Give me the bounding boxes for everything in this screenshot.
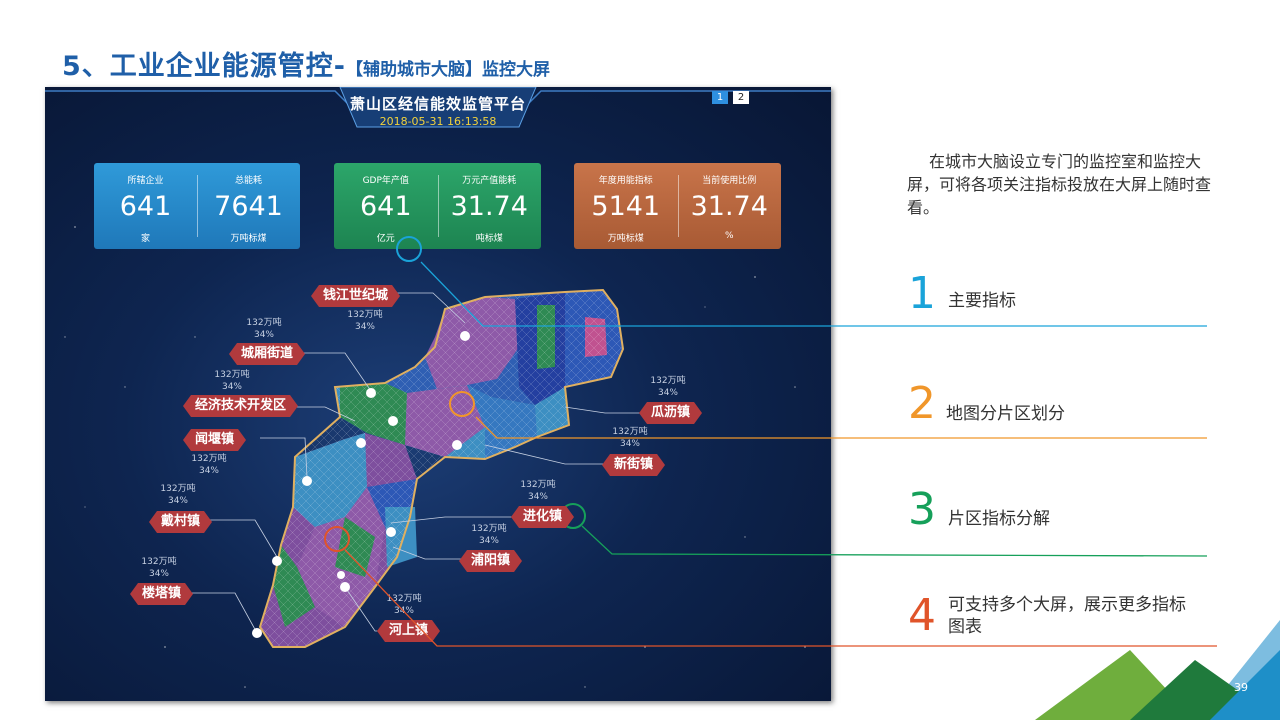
note-text-1: 主要指标: [948, 291, 1016, 311]
district-tag-qianjiang[interactable]: 钱江世纪城: [311, 285, 400, 307]
district-map: [190, 236, 645, 648]
stat-label: 总能耗: [234, 176, 262, 186]
stat-unit: 家: [140, 234, 150, 244]
stat-card-enterprise: 所辖企业 641 家 总能耗 7641 万吨标煤: [94, 163, 300, 249]
district-stat-kaifaqu: 132万吨 34%: [214, 370, 250, 392]
map-districts: [258, 288, 625, 648]
header-frame: [45, 87, 831, 128]
district-stat-jinhua: 132万吨 34%: [520, 480, 556, 502]
stat-value: 7641: [214, 191, 283, 222]
starfield-background: [64, 226, 806, 688]
district-stat-puyang: 132万吨 34%: [471, 524, 507, 546]
dashboard-screen: 萧山区经信能效监管平台 2018-05-31 16:13:58 1 2 所辖企业…: [45, 87, 831, 701]
district-stat-wenyan: 132万吨 34%: [191, 454, 227, 476]
district-tag-xinjie[interactable]: 新街镇: [602, 454, 665, 476]
stat-label: 所辖企业: [127, 176, 164, 186]
district-tag-louta[interactable]: 楼塔镇: [130, 583, 193, 605]
stat-value: 31.74: [690, 191, 768, 222]
stat-value: 641: [359, 191, 412, 222]
district-stat-louta: 132万吨 34%: [141, 557, 177, 579]
card-divider: [197, 175, 198, 237]
intro-text: 在城市大脑设立专门的监控室和监控大屏，可将各项关注指标投放在大屏上随时查看。: [907, 152, 1212, 217]
stat-unit: 亿元: [376, 234, 395, 244]
leader-lines: [190, 292, 645, 634]
district-tag-chengxiang[interactable]: 城厢街道: [229, 343, 305, 365]
card-divider: [677, 175, 679, 237]
district-tag-kaifaqu[interactable]: 经济技术开发区: [183, 395, 298, 417]
district-stat-xinjie: 132万吨 34%: [612, 427, 648, 449]
stat-unit: 万吨标煤: [230, 234, 267, 244]
note-number-2: 2: [908, 378, 936, 429]
slide-title: 5、工业企业能源管控-【辅助城市大脑】监控大屏: [62, 44, 550, 83]
stat-label: 年度用能指标: [598, 176, 653, 186]
slide-title-suffix: 【辅助城市大脑】监控大屏: [346, 60, 550, 80]
district-stat-guali: 132万吨 34%: [650, 376, 686, 398]
district-stat-daicun: 132万吨 34%: [160, 484, 196, 506]
page-button-1[interactable]: 1: [712, 91, 728, 104]
note-text-2: 地图分片区划分: [946, 404, 1065, 424]
district-tag-guali[interactable]: 瓜沥镇: [639, 402, 702, 424]
district-stat-chengxiang: 132万吨 34%: [246, 318, 282, 340]
platform-title: 萧山区经信能效监管平台: [349, 95, 526, 113]
page-number: 39: [1234, 681, 1248, 694]
note-number-3: 3: [908, 484, 936, 535]
stat-value: 31.74: [450, 191, 528, 222]
district-markers: [252, 331, 470, 638]
page-button-2[interactable]: 2: [733, 91, 749, 104]
district-tag-jinhua[interactable]: 进化镇: [511, 506, 574, 528]
stat-value: 641: [119, 191, 172, 222]
stat-unit: %: [724, 231, 734, 241]
callout-circles: [324, 236, 586, 552]
district-tag-wenyan[interactable]: 闻堰镇: [183, 429, 246, 451]
datetime-readout: 2018-05-31 16:13:58: [379, 115, 497, 128]
note-number-1: 1: [908, 268, 936, 319]
stat-label: 当前使用比例: [702, 176, 757, 186]
stat-card-gdp: GDP年产值 641 亿元 万元产值能耗 31.74 吨标煤: [334, 163, 541, 249]
note-text-4: 可支持多个大屏，展示更多指标图表: [948, 595, 1186, 637]
slide-title-main: 5、工业企业能源管控-: [62, 51, 346, 82]
note-text-3: 片区指标分解: [948, 509, 1050, 529]
stat-label: 万元产值能耗: [462, 176, 517, 186]
stat-value: 5141: [591, 191, 661, 222]
stat-unit: 吨标煤: [475, 234, 503, 244]
stat-unit: 万吨标煤: [607, 234, 644, 244]
card-divider: [437, 175, 439, 237]
district-tag-puyang[interactable]: 浦阳镇: [459, 550, 522, 572]
note-number-4: 4: [908, 590, 936, 641]
stat-card-energy-quota: 年度用能指标 5141 万吨标煤 当前使用比例 31.74%: [574, 163, 781, 249]
district-tag-daicun[interactable]: 戴村镇: [149, 511, 212, 533]
district-stat-qianjiang: 132万吨 34%: [347, 310, 383, 332]
stat-label: GDP年产值: [362, 176, 409, 186]
